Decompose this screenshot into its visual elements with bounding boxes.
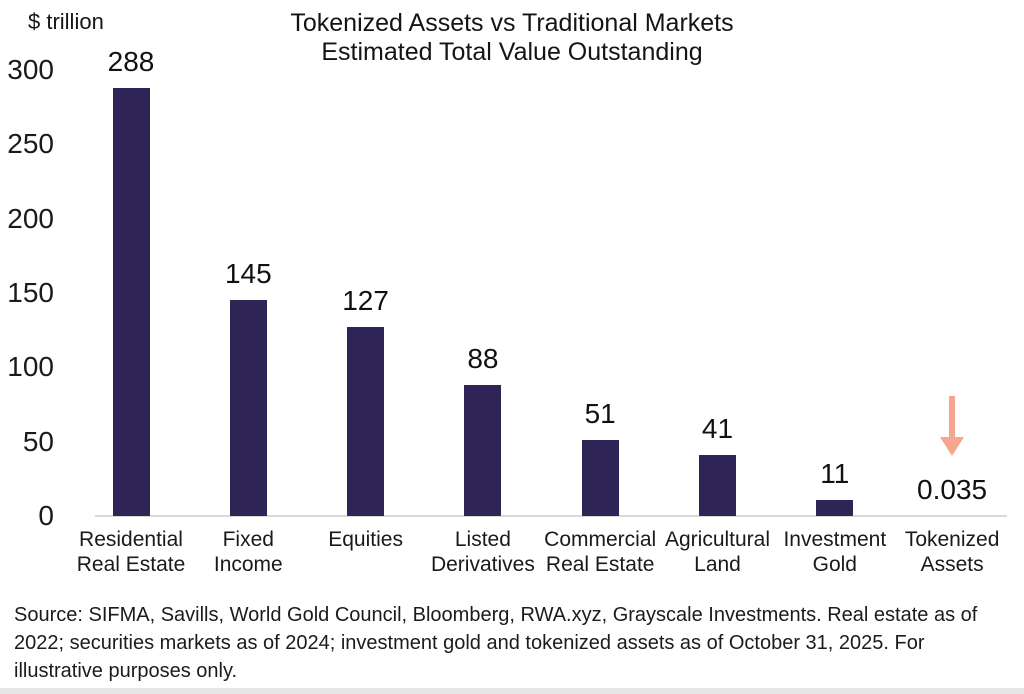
bar xyxy=(581,440,619,516)
bar-value-label: 0.035 xyxy=(917,473,988,505)
bar xyxy=(699,455,736,516)
y-axis-unit-label: $ trillion xyxy=(28,9,104,34)
y-axis-tick-label: 150 xyxy=(7,277,54,308)
bar-value-label: 88 xyxy=(467,343,499,375)
bar xyxy=(347,327,385,516)
category-label: Equities xyxy=(328,528,403,551)
bar-value-label: 41 xyxy=(701,413,734,445)
bar-value-label: 288 xyxy=(107,45,155,77)
chart-title-line2: Estimated Total Value Outstanding xyxy=(321,38,703,66)
category-label: Tokenized Assets xyxy=(904,528,1000,576)
bar-value-label: 127 xyxy=(342,285,389,317)
category-label: Investment Gold xyxy=(783,528,887,576)
bar-value-label: 51 xyxy=(584,398,616,430)
y-axis-tick-label: 100 xyxy=(7,351,54,383)
y-axis-tick-label: 0 xyxy=(38,500,54,531)
bar-value-label: 145 xyxy=(224,258,272,290)
y-axis-tick-label: 50 xyxy=(22,425,54,457)
category-label: Listed Derivatives xyxy=(430,528,535,576)
y-axis-tick-label: 200 xyxy=(7,202,54,234)
bar-value-label: 11 xyxy=(820,457,850,489)
bar xyxy=(464,385,502,516)
x-axis-line xyxy=(95,515,1007,517)
source-note-line: illustrative purposes only. xyxy=(14,660,238,682)
down-arrow-icon xyxy=(939,396,965,456)
source-note-line: Source: SIFMA, Savills, World Gold Counc… xyxy=(14,604,978,626)
bar xyxy=(816,499,854,516)
category-label: Agricultural Land xyxy=(664,528,771,576)
bar xyxy=(112,87,150,516)
source-note-line: 2022; securities markets as of 2024; inv… xyxy=(14,632,925,654)
bar xyxy=(229,300,267,516)
bottom-edge-strip xyxy=(0,688,1024,694)
source-note: Source: SIFMA, Savills, World Gold Counc… xyxy=(14,601,977,685)
y-axis-tick-label: 300 xyxy=(7,54,54,85)
chart-title: Tokenized Assets vs Traditional Markets … xyxy=(0,9,1024,67)
chart-title-line1: Tokenized Assets vs Traditional Markets xyxy=(290,9,734,37)
y-axis-tick-label: 250 xyxy=(7,128,54,160)
category-label: Residential Real Estate xyxy=(76,528,186,576)
category-label: Fixed Income xyxy=(213,528,283,576)
category-label: Commercial Real Estate xyxy=(544,528,657,576)
